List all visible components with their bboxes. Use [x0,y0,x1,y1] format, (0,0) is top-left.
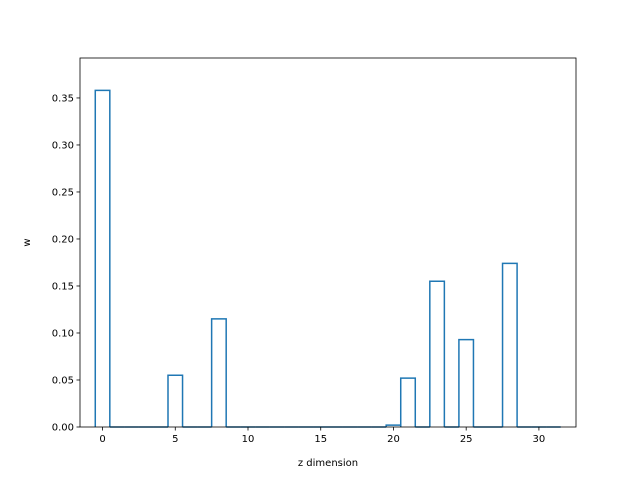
axes-frame [79,57,577,428]
x-tick-label-30: 30 [533,434,546,445]
x-tick-label-0: 0 [99,434,105,445]
y-tick-label-0.25: 0.25 [52,187,74,198]
x-tick-label-25: 25 [460,434,473,445]
bar-21 [399,377,417,427]
bar-25 [458,338,475,427]
bar-5 [167,374,184,427]
y-tick-label-0.05: 0.05 [52,375,74,386]
bar-28 [501,262,518,427]
y-axis-label: w [22,238,33,246]
y-tick-label-0.20: 0.20 [52,234,74,245]
bar-0 [94,89,111,427]
y-tick-label-0.10: 0.10 [52,328,74,339]
bar-8 [210,318,227,427]
x-tick-label-10: 10 [242,434,255,445]
x-tick-label-20: 20 [387,434,400,445]
y-tick-label-0.30: 0.30 [52,140,74,151]
y-axis: 0.00 0.05 0.10 0.15 0.20 0.25 0.30 0.35 [52,93,80,434]
y-tick-label-0.15: 0.15 [52,281,74,292]
x-tick-label-15: 15 [314,434,327,445]
bar-23 [429,280,446,427]
plot-area [94,89,561,428]
y-tick-label-0.35: 0.35 [52,93,74,104]
x-axis-label: z dimension [298,458,358,469]
y-tick-label-0.00: 0.00 [52,423,74,434]
x-tick-label-5: 5 [172,434,178,445]
x-axis: 0 5 10 15 20 25 30 [99,427,545,445]
